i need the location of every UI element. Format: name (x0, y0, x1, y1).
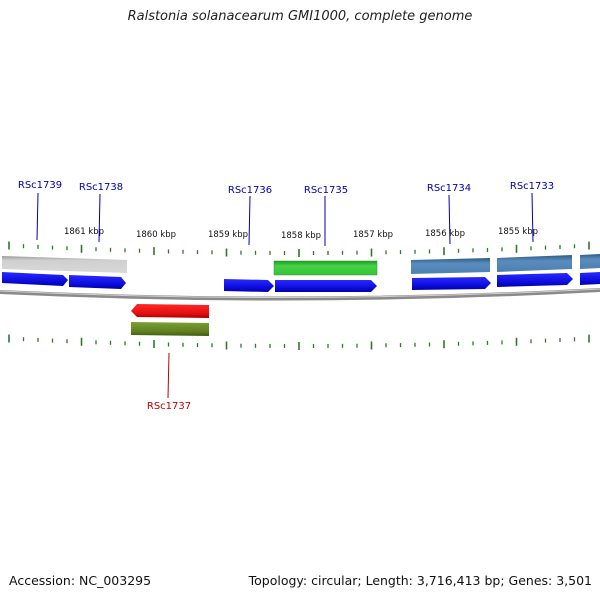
cds-arrow[interactable] (69, 275, 126, 289)
label-line (98, 193, 101, 243)
tick-row-forward (8, 241, 590, 257)
gene-label[interactable]: RSc1733 (510, 181, 554, 192)
map-title: Ralstonia solanacearum GMI1000, complete… (127, 9, 473, 24)
footer-summary: Topology: circular; Length: 3,716,413 bp… (248, 573, 592, 588)
cds-arrow[interactable] (497, 273, 573, 287)
label-line (36, 192, 39, 241)
tick-row-reverse (8, 334, 590, 350)
gene-label[interactable]: RSc1739 (18, 180, 62, 191)
cds-arrow[interactable] (2, 272, 68, 286)
gene-bar-steel[interactable] (411, 258, 490, 274)
gene-bar-steel[interactable] (497, 255, 572, 272)
genome-backbone (0, 288, 600, 301)
gene-features-forward (2, 254, 600, 276)
gene-label[interactable]: RSc1735 (304, 185, 348, 196)
scale-label: 1855 kbp (498, 227, 538, 237)
cds-arrow[interactable] (275, 280, 377, 292)
scale-label: 1859 kbp (208, 230, 248, 240)
cds-arrow[interactable] (224, 279, 274, 292)
gene-label-reverse[interactable]: RSc1737 (147, 401, 191, 412)
footer-accession: Accession: NC_003295 (9, 573, 152, 588)
gene-bar-olive[interactable] (131, 322, 209, 336)
scale-label: 1856 kbp (425, 229, 465, 239)
gene-label[interactable]: RSc1738 (79, 182, 123, 193)
cds-arrow-reverse[interactable] (131, 304, 209, 318)
scale-label: 1860 kbp (136, 230, 176, 240)
gene-label-lines (36, 192, 534, 399)
gene-bar-steel[interactable] (580, 254, 600, 269)
gene-bar-green[interactable] (273, 260, 378, 276)
gene-features-reverse (131, 304, 209, 336)
label-line (248, 195, 251, 246)
scale-label: 1861 kbp (64, 227, 104, 237)
genome-backbone-highlight (0, 288, 600, 299)
label-line (531, 192, 534, 243)
gene-bar-gray[interactable] (2, 256, 127, 273)
cds-arrow[interactable] (580, 272, 600, 285)
cds-arrow[interactable] (412, 277, 491, 290)
scale-label: 1858 kbp (281, 231, 321, 241)
label-line-reverse (167, 352, 170, 399)
gene-label[interactable]: RSc1736 (228, 185, 272, 196)
cds-arrows-forward (2, 272, 600, 292)
scale-labels: 1861 kbp 1860 kbp 1859 kbp 1858 kbp 1857… (64, 227, 538, 241)
label-line (448, 194, 451, 245)
gene-label[interactable]: RSc1734 (427, 183, 471, 194)
gene-labels: RSc1739 RSc1738 RSc1736 RSc1735 RSc1734 … (18, 180, 554, 412)
scale-label: 1857 kbp (353, 230, 393, 240)
